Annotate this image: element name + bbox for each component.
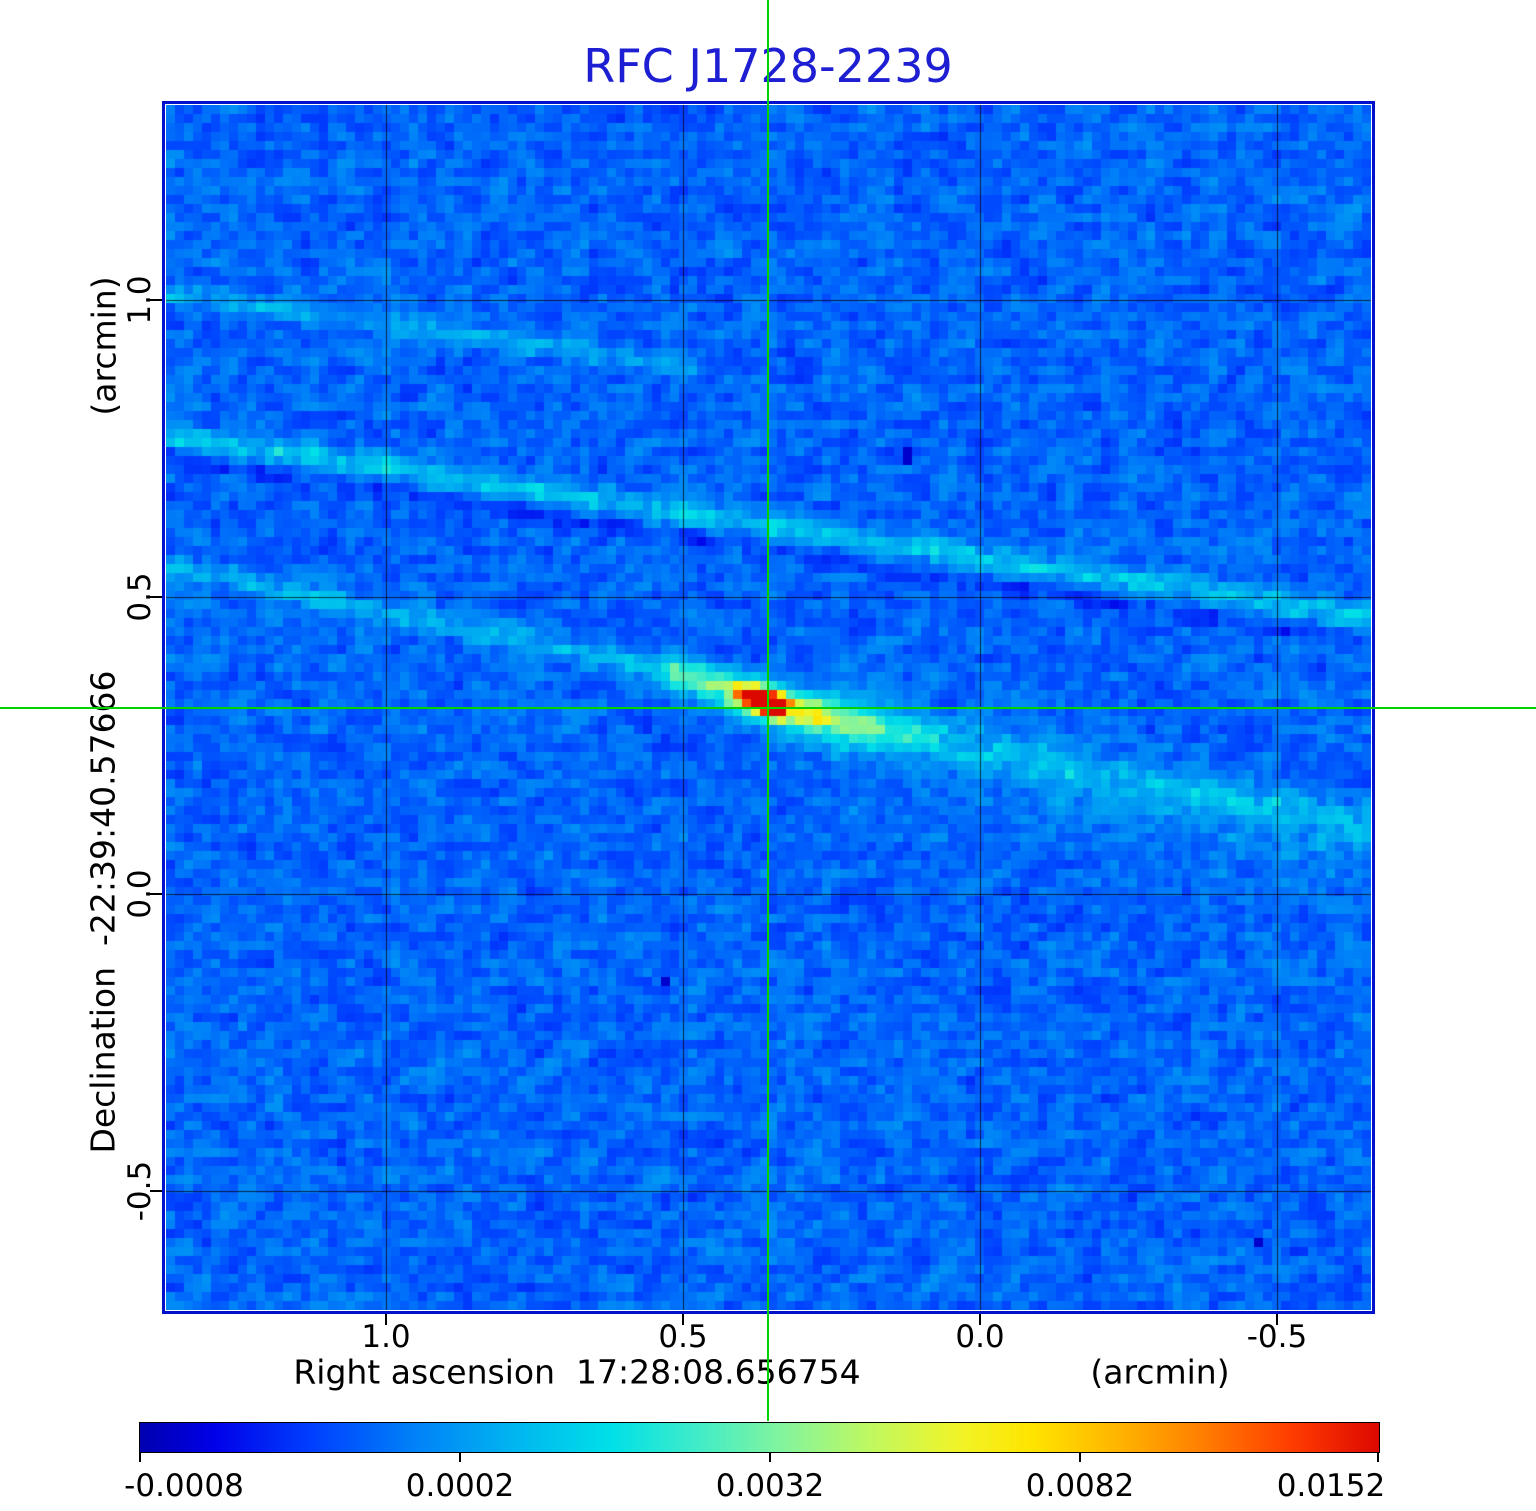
colorbar-tick-label: 0.0082 (1025, 1468, 1135, 1504)
colorbar-tick-mark (1377, 1452, 1379, 1462)
x-tick-label: 0.0 (955, 1319, 1005, 1355)
x-tick-label: 0.5 (658, 1319, 708, 1355)
crosshair-horizontal-line (0, 707, 1536, 709)
x-tick-label: 1.0 (361, 1319, 411, 1355)
crosshair-vertical-line (767, 0, 769, 1421)
y-axis-label: Declination -22:39:40.57666 (83, 670, 123, 1154)
colorbar (139, 1422, 1380, 1453)
x-axis-label: Right ascension 17:28:08.656754 (293, 1352, 861, 1392)
x-tick-mark (979, 1314, 981, 1325)
colorbar-tick-mark (1079, 1452, 1081, 1462)
colorbar-tick-mark (769, 1452, 771, 1462)
x-tick-mark (682, 1314, 684, 1325)
x-axis-unit: (arcmin) (1090, 1352, 1230, 1392)
colorbar-tick-label: 0.0032 (715, 1468, 825, 1504)
y-tick-mark (150, 299, 162, 301)
colorbar-tick-label: -0.0008 (124, 1468, 244, 1504)
y-tick-mark (150, 1190, 162, 1192)
plot-title: RFC J1728-2239 (583, 39, 953, 93)
colorbar-tick-label: 0.0002 (405, 1468, 515, 1504)
y-tick-mark (150, 893, 162, 895)
colorbar-tick-label: 0.0152 (1276, 1468, 1386, 1504)
x-tick-mark (385, 1314, 387, 1325)
colorbar-tick-mark (459, 1452, 461, 1462)
x-tick-label: -0.5 (1246, 1319, 1308, 1355)
y-tick-mark (150, 596, 162, 598)
colorbar-tick-mark (139, 1452, 141, 1462)
x-tick-mark (1276, 1314, 1278, 1325)
y-axis-unit: (arcmin) (84, 276, 124, 416)
